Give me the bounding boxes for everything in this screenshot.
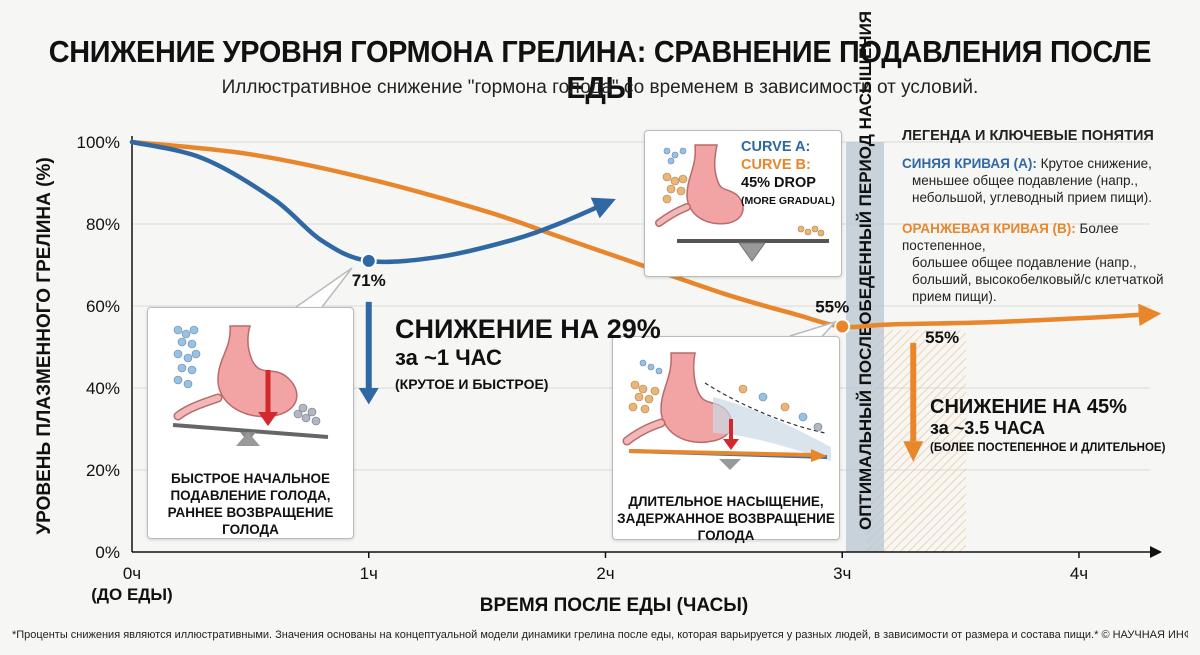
legend: ЛЕГЕНДА И КЛЮЧЕВЫЕ ПОНЯТИЯ СИНЯЯ КРИВАЯ … (902, 128, 1194, 319)
panel-curve-comparison: CURVE A: CURVE B: 45% DROP (MORE GRADUAL… (644, 130, 842, 277)
legend-orange-text-1: Более постепенное, (902, 221, 1119, 253)
saturation-band-label: ОПТИМАЛЬНЫЙ ПОСЛЕОБЕДЕННЫЙ ПЕРИОД НАСЫЩЕ… (856, 11, 875, 530)
legend-blue-text-3: небольшой, углеводный прием пищи). (912, 190, 1153, 205)
legend-blue-text-1: Крутое снижение, (1036, 156, 1152, 171)
y-tick-label: 20% (86, 461, 120, 480)
stomach-illustration-left (172, 325, 329, 446)
panel-left-caption-1: БЫСТРОЕ НАЧАЛЬНОЕ (171, 471, 330, 486)
curve-a-drop-arrow-head (358, 388, 379, 405)
stomach-illustration-top (655, 144, 829, 262)
x-tick-label: 1ч (360, 564, 378, 583)
curve-b-point-label: 55% (815, 298, 849, 317)
legend-title: ЛЕГЕНДА И КЛЮЧЕВЫЕ ПОНЯТИЯ (902, 128, 1154, 144)
legend-orange-label: ОРАНЖЕВАЯ КРИВАЯ (В): (902, 221, 1076, 236)
y-axis-title: УРОВЕНЬ ПЛАЗМЕННОГО ГРЕЛИНА (%) (34, 157, 55, 534)
panel-middle-caption-2: ЗАДЕРЖАННОЕ ВОЗВРАЩЕНИЕ ГОЛОДА (617, 511, 835, 543)
curve-b-arrow-label: 55% (925, 328, 959, 347)
callout-b-line1: СНИЖЕНИЕ НА 45% (930, 396, 1127, 418)
curve-b-line (129, 139, 1162, 330)
y-tick-label: 0% (95, 543, 120, 562)
page-title: СНИЖЕНИЕ УРОВНЯ ГОРМОНА ГРЕЛИНА: СРАВНЕН… (48, 34, 1152, 105)
panel-fast-suppression: БЫСТРОЕ НАЧАЛЬНОЕ ПОДАВЛЕНИЕ ГОЛОДА, РАН… (147, 307, 354, 539)
stomach-illustration-middle (622, 352, 831, 470)
legend-item-blue: СИНЯЯ КРИВАЯ (А): Крутое снижение, меньш… (902, 155, 1194, 206)
legend-item-orange: ОРАНЖЕВАЯ КРИВАЯ (В): Более постепенное,… (902, 220, 1194, 305)
y-tick-label: 40% (86, 379, 120, 398)
legend-blue-label: СИНЯЯ КРИВАЯ (А): (902, 156, 1037, 171)
callout-a-line2: за ~1 ЧАС (395, 345, 502, 370)
footnote: *Проценты снижения являются иллюстративн… (12, 629, 1188, 641)
panel-long-satiety: ДЛИТЕЛЬНОЕ НАСЫЩЕНИЕ, ЗАДЕРЖАННОЕ ВОЗВРА… (612, 336, 840, 543)
legend-orange-text-2: большее общее подавление (напр., (912, 255, 1137, 270)
curve-a-line (129, 139, 616, 265)
panel-top-curve-b: CURVE B: (741, 157, 811, 173)
x-tick-labels: 0ч 1ч 2ч 3ч 4ч (ДО ЕДЫ) (91, 564, 1088, 604)
y-tick-label: 80% (86, 215, 120, 234)
panel-left-caption-2: ПОДАВЛЕНИЕ ГОЛОДА, (170, 488, 331, 503)
x-tick-label: 0ч (123, 564, 141, 583)
panel-left-caption-3: РАННЕЕ ВОЗВРАЩЕНИЕ ГОЛОДА (167, 505, 334, 537)
callout-a-line3: (КРУТОЕ И БЫСТРОЕ) (395, 376, 549, 392)
annotation-marks (358, 252, 924, 462)
panel-middle-caption-1: ДЛИТЕЛЬНОЕ НАСЫЩЕНИЕ, (628, 494, 824, 509)
callout-b-line3: (БОЛЕЕ ПОСТЕПЕННОЕ И ДЛИТЕЛЬНОЕ) (930, 442, 1166, 454)
curve-a-min-label: 71% (352, 271, 386, 290)
x-axis-arrow (1150, 546, 1162, 558)
axes (131, 136, 1162, 558)
legend-orange-text-4: прием пищи). (912, 289, 997, 304)
legend-blue-text-2: меньшее общее подавление (напр., (912, 173, 1139, 188)
callout-a-line1: СНИЖЕНИЕ НА 29% (395, 314, 661, 344)
x-tick-label: 2ч (596, 564, 614, 583)
y-tick-label: 100% (77, 133, 120, 152)
callout-pointer-left (295, 267, 353, 308)
y-tick-labels: 0% 20% 40% 60% 80% 100% (77, 133, 120, 562)
saturation-band (846, 142, 884, 552)
x-axis-title: ВРЕМЯ ПОСЛЕ ЕДЫ (ЧАСЫ) (480, 595, 748, 616)
page-subtitle: Иллюстративное снижение "гормона голода"… (221, 77, 979, 98)
curve-b-point (834, 318, 851, 335)
y-tick-label: 60% (86, 297, 120, 316)
callout-b-line2: за ~3.5 ЧАСА (930, 418, 1046, 438)
panel-top-curve-a: CURVE A: (741, 139, 811, 155)
panel-top-drop: 45% DROP (741, 175, 816, 191)
x-tick-label: 4ч (1070, 564, 1088, 583)
x-tick-sublabel: (ДО ЕДЫ) (91, 585, 172, 604)
curve-a-min-point (360, 252, 377, 269)
x-tick-label: 3ч (833, 564, 851, 583)
curve-b-drop-arrow-head (903, 441, 924, 462)
panel-top-gradual: (MORE GRADUAL) (741, 195, 835, 207)
legend-orange-text-3: больший, высокобелковый/с клетчаткой (912, 272, 1164, 287)
